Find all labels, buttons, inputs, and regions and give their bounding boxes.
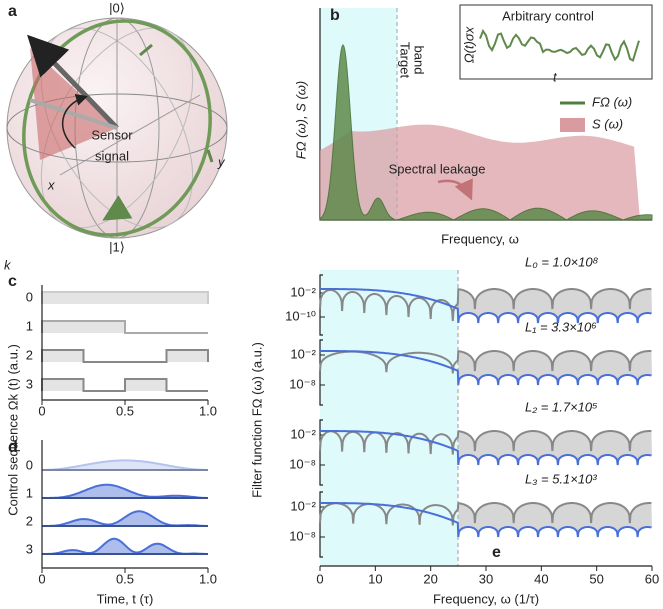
row-label: 3 [26,541,33,556]
legend-swatch [560,118,585,132]
x-tick-label: 20 [423,571,437,586]
x-tick-label: 30 [479,571,493,586]
axis [319,339,323,406]
waveform [42,510,208,527]
legend-entry: S (ω) [592,116,623,131]
row-label: 0 [26,289,33,304]
x-tick-label: 0.5 [116,403,134,418]
leakage-area [458,351,652,385]
axis [319,491,323,558]
axis [319,419,323,486]
y-tick-label: 10⁻⁸ [289,456,316,471]
x-axis-label: Frequency, ω [441,231,519,246]
filter-curve-blue [320,430,652,466]
row-label: 2 [26,347,33,362]
x-tick-label: 10 [368,571,382,586]
leakage-area [458,289,652,323]
spectrum-area [320,124,640,220]
panel-label: c [8,273,17,290]
leakage-area [458,431,652,465]
y-tick-label: 10⁻⁸ [289,376,316,391]
inset-signal [479,28,640,62]
waveform [42,459,208,471]
annotation: L₀ = 1.0×10⁸ [525,254,599,269]
filter-area [319,44,653,221]
label: |1⟩ [109,239,125,254]
annotation: Spectral leakage [389,161,486,176]
annotation: L₂ = 1.7×10⁵ [525,399,598,414]
filter-curve-gray [319,288,652,322]
annotation: L₃ = 5.1×10³ [525,471,597,486]
legend-entry: FΩ (ω) [592,94,632,109]
x-tick-label: 1.0 [199,403,217,418]
row-label: 0 [26,457,33,472]
x-axis-label: Frequency, ω (1/τ) [433,591,539,606]
y-tick-label: 10⁻¹⁰ [285,308,316,323]
x-tick-label: 0.5 [116,571,134,586]
label: Ω(t)σx [461,26,476,63]
panel-label: d [8,439,18,456]
waveform [41,320,208,334]
row-label: 3 [26,376,33,391]
label: band [412,46,427,75]
x-tick-label: 40 [534,571,548,586]
filter-curve-blue [320,502,652,538]
label: Arbitrary control [502,8,594,23]
label: signal [95,148,129,163]
label: t [553,69,558,84]
filter-curve-blue [320,288,652,324]
panel-label: b [330,7,340,24]
plot-e-band [320,270,459,566]
x-tick-label: 0 [38,571,45,586]
waveform [41,349,209,363]
row-label: 2 [26,513,33,528]
row-label: 1 [26,485,33,500]
label: x [47,177,55,192]
x-tick-label: 50 [589,571,603,586]
panel-label: e [492,544,501,561]
x-tick-label: 1.0 [199,571,217,586]
label: y [217,154,226,169]
row-label: 1 [26,318,33,333]
x-tick-label: 0 [38,403,45,418]
filter-curve-gray [319,350,652,374]
x-tick-label: 0 [316,571,323,586]
y-tick-label: 10⁻⁸ [289,528,316,543]
waveform [41,378,208,392]
x-tick-label: 60 [645,571,659,586]
y-tick-label: 10⁻² [290,498,316,513]
label: |0⟩ [109,0,125,15]
label: k [4,257,12,272]
y-tick-label: 10⁻² [290,426,316,441]
y-axis-label: Control sequence Ωk (t) (a.u.) [5,344,20,516]
waveform [41,291,209,304]
panel-label: a [8,3,17,20]
annotation: L₁ = 3.3×10⁶ [525,319,597,334]
y-axis-label: FΩ (ω), S (ω) [293,81,308,160]
leakage-area [458,503,652,537]
bloch-sphere [6,17,228,239]
x-axis-label: Time, t (τ) [97,591,154,606]
label: Sensor [91,127,133,142]
label: Target [398,42,413,79]
y-axis-label: Filter function FΩ (ω) (a.u.) [249,342,264,498]
filter-curve-blue [320,350,652,386]
waveform [42,483,208,499]
waveform [42,537,208,555]
y-tick-label: 10⁻² [290,346,316,361]
y-tick-label: 10⁻² [290,284,316,299]
